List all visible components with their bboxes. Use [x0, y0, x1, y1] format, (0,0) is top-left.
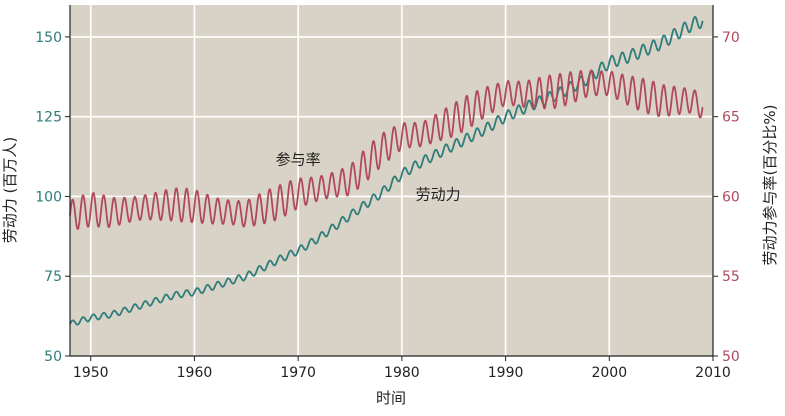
x-tick-label: 1980	[384, 365, 420, 381]
tick-labels: 1950 1960 1970 1980 1990 2000 2010507510012515…	[35, 30, 740, 381]
series-line-labor-force	[69, 15, 704, 326]
y-right-tick-label: 55	[722, 269, 740, 285]
y-left-tick-label: 100	[35, 189, 62, 205]
x-axis-label: 时间	[376, 389, 406, 407]
y-right-tick-label: 70	[722, 30, 740, 46]
y-right-tick-label: 50	[722, 349, 740, 365]
x-tick-label: 2000	[591, 365, 627, 381]
series-layer	[69, 15, 704, 326]
axes	[65, 5, 718, 361]
series-line-participation-rate	[69, 69, 704, 230]
y-left-tick-label: 75	[44, 269, 62, 285]
y-right-tick-label: 65	[722, 110, 740, 126]
x-tick-label: 1950	[73, 365, 109, 381]
y-left-tick-label: 150	[35, 30, 62, 46]
y-left-tick-label: 125	[35, 110, 62, 126]
annotation-label: 劳动力	[416, 186, 461, 204]
x-tick-label: 2010	[695, 365, 731, 381]
y-right-tick-label: 60	[722, 189, 740, 205]
x-tick-label: 1970	[280, 365, 316, 381]
x-tick-label: 1960	[177, 365, 213, 381]
annotation-label: 参与率	[276, 151, 321, 169]
y-axis-left-label: 劳动力 (百万人)	[1, 137, 19, 243]
y-axis-right-label: 劳动力参与率(百分比%)	[761, 105, 779, 266]
x-tick-label: 1990	[488, 365, 524, 381]
y-left-tick-label: 50	[44, 349, 62, 365]
